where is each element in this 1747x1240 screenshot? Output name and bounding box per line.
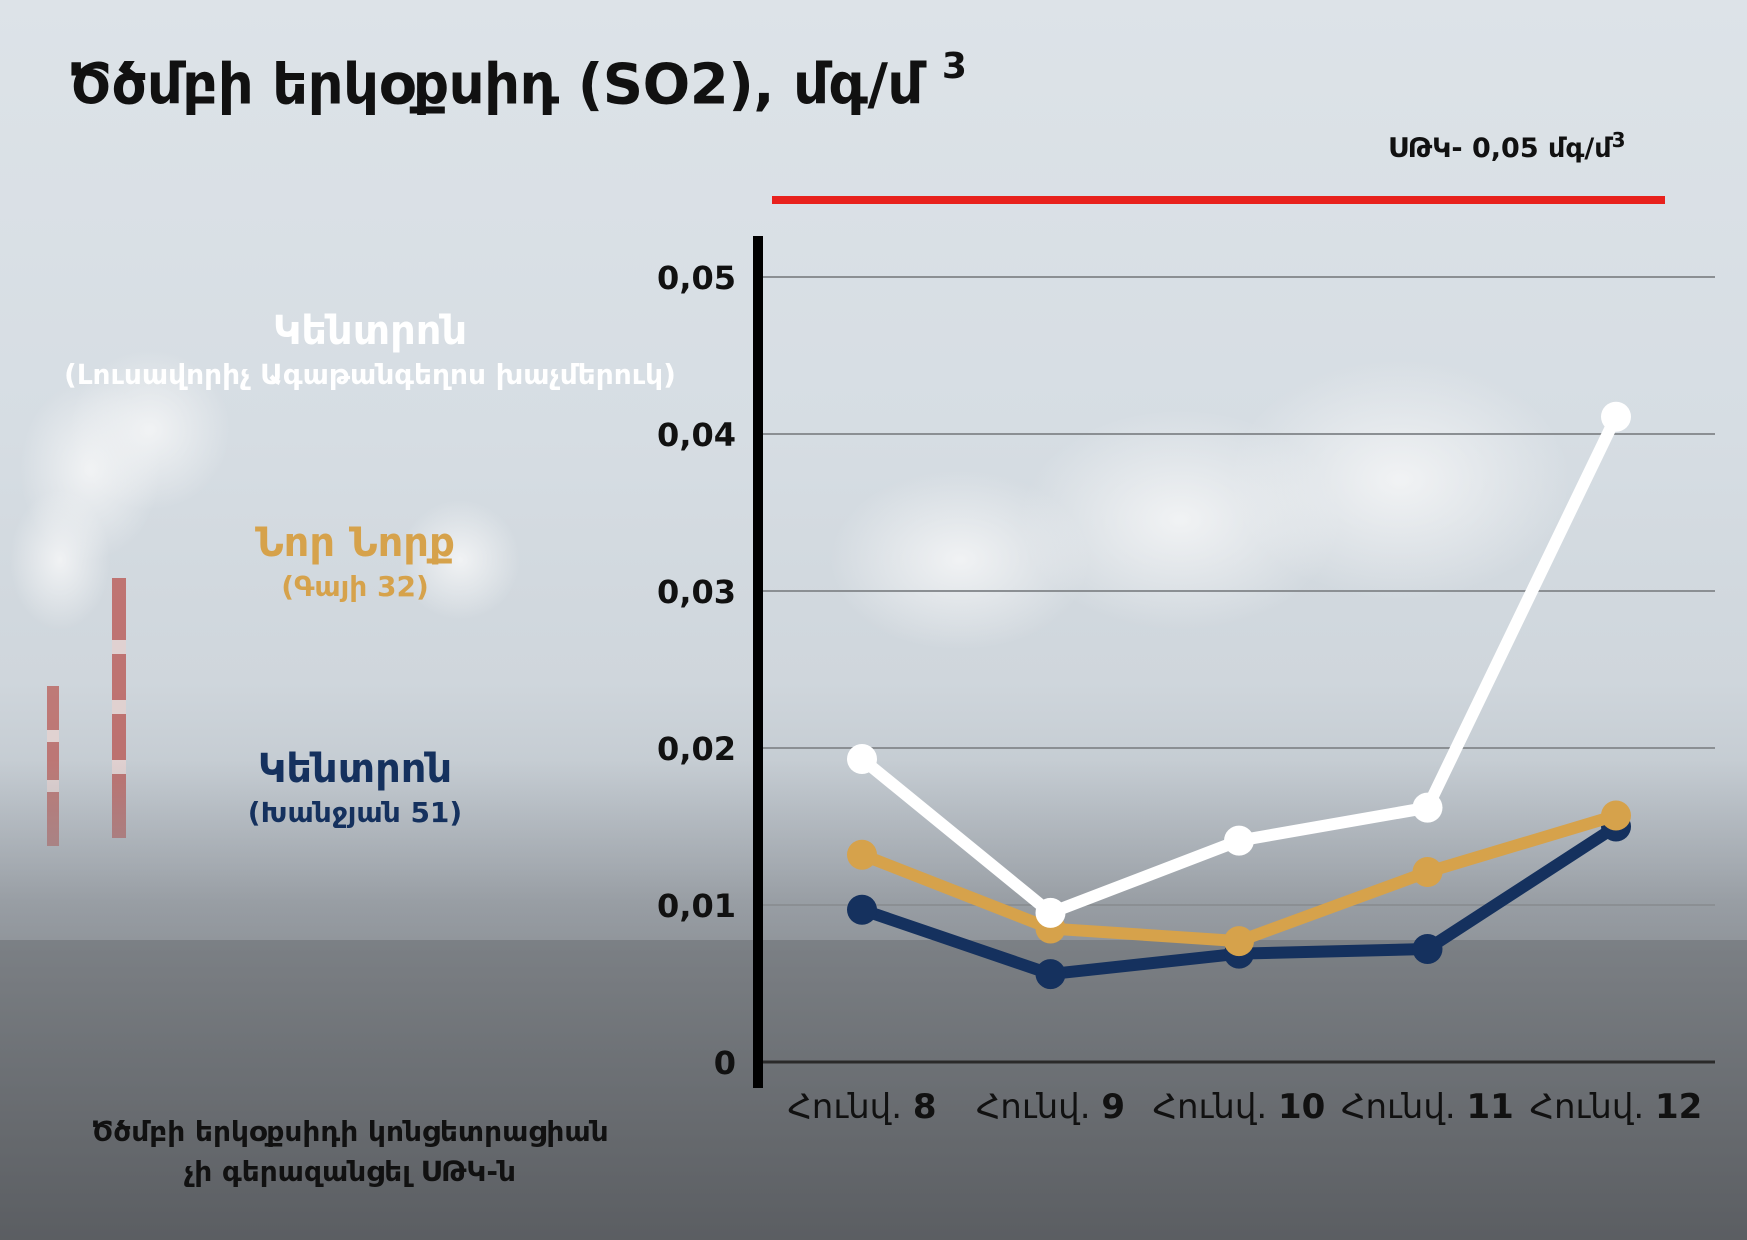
y-axis-ticks: 0 0,01 0,02 0,03 0,04 0,05: [657, 259, 736, 1082]
chart-title: Ծծմբի երկօքսիդ (SO2), մգ/մ 3: [68, 46, 967, 118]
data-point: [1035, 897, 1066, 928]
limit-label-text: ՍԹԿ- 0,05 մգ/մ: [1388, 133, 1612, 164]
legend-sub: (Գայի 32): [281, 570, 429, 603]
y-tick-label: 0,05: [657, 259, 736, 297]
legend-name: Նոր Նորք: [255, 520, 455, 566]
legend-sub: (Լուսավորիչ Ագաթանգեղոս խաչմերուկ): [64, 358, 676, 391]
y-tick-label: 0,02: [657, 730, 736, 768]
series-0: [847, 401, 1631, 928]
x-tick-label: Հունվ. 11: [1341, 1087, 1514, 1127]
limit-label-sup: 3: [1611, 128, 1626, 152]
y-tick-label: 0,03: [657, 573, 736, 611]
data-point: [1035, 959, 1066, 990]
series-group: [847, 401, 1631, 990]
footnote-line1: Ծծմբի երկօքսիդի կոնցետրացիան: [91, 1115, 609, 1148]
data-point: [847, 743, 877, 774]
data-point: [1412, 857, 1443, 888]
data-point: [1224, 825, 1254, 856]
data-point: [847, 839, 877, 870]
x-axis-ticks: Հունվ. 8 Հունվ. 9 Հունվ. 10 Հունվ. 11 Հունվ.…: [787, 1087, 1702, 1127]
legend-sub: (Խանջյան 51): [247, 796, 463, 829]
y-tick-label: 0: [714, 1044, 736, 1082]
legend-item-center-white: Կենտրոն (Լուսավորիչ Ագաթանգեղոս խաչմերու…: [40, 308, 700, 391]
footnote: Ծծմբի երկօքսիդի կոնցետրացիան չի գերազանց…: [40, 1112, 660, 1192]
chart-title-sup: 3: [941, 46, 967, 87]
data-point: [1224, 926, 1254, 957]
footnote-line2: չի գերազանցել ՍԹԿ-ն: [184, 1155, 516, 1188]
series-1: [847, 800, 1631, 957]
data-point: [1412, 933, 1443, 964]
legend-name: Կենտրոն: [272, 308, 468, 354]
y-tick-label: 0,04: [657, 416, 736, 454]
data-point: [1412, 792, 1443, 823]
gridlines: [760, 276, 1715, 1064]
x-tick-label: Հունվ. 10: [1153, 1087, 1326, 1127]
limit-label: ՍԹԿ- 0,05 մգ/մ3: [1388, 128, 1626, 164]
data-point: [1601, 401, 1631, 432]
data-point: [847, 894, 877, 925]
x-tick-label: Հունվ. 9: [976, 1087, 1125, 1127]
legend-name: Կենտրոն: [257, 746, 453, 792]
legend-item-center-navy: Կենտրոն (Խանջյան 51): [150, 746, 560, 829]
y-tick-label: 0,01: [657, 887, 736, 925]
chart-title-text: Ծծմբի երկօքսիդ (SO2), մգ/մ: [68, 52, 923, 118]
legend-item-nor-nork: Նոր Նորք (Գայի 32): [150, 520, 560, 603]
data-point: [1601, 800, 1631, 831]
x-tick-label: Հունվ. 8: [787, 1087, 936, 1127]
x-tick-label: Հունվ. 12: [1530, 1087, 1703, 1127]
